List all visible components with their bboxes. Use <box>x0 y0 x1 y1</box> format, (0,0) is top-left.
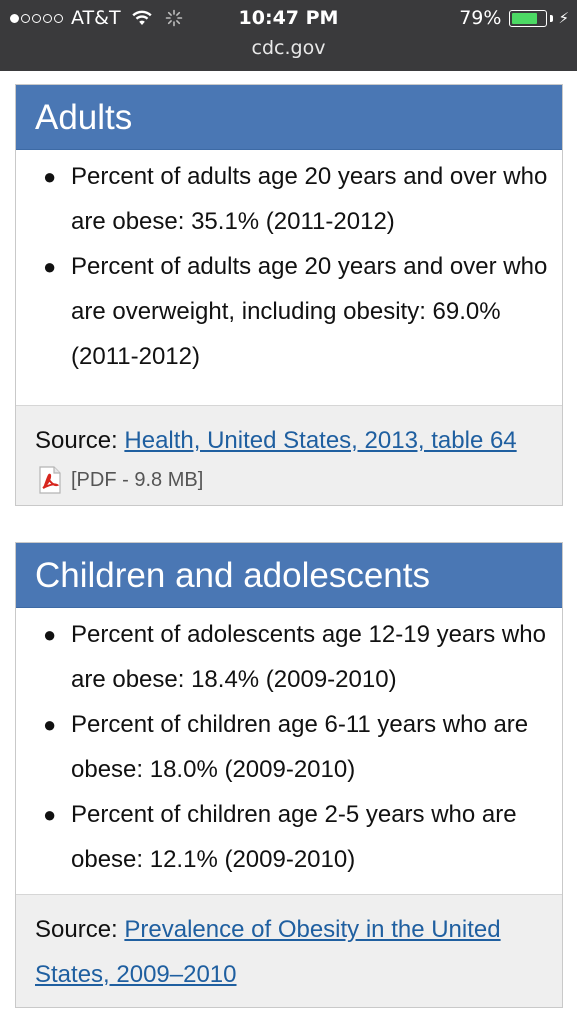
source-label: Source: <box>35 427 125 454</box>
source-label: Source: <box>35 916 125 943</box>
list-item-text: Percent of children age 2-5 years who ar… <box>71 801 517 873</box>
children-source-box: Source: Prevalence of Obesity in the Uni… <box>16 894 562 1007</box>
bullet-icon: ● <box>43 254 57 279</box>
list-item: ● Percent of children age 6-11 years who … <box>16 702 562 792</box>
pdf-info-row: [PDF - 9.8 MB] <box>35 465 543 495</box>
bullet-icon: ● <box>43 164 57 189</box>
source-line: Source: Health, United States, 2013, tab… <box>35 418 543 463</box>
children-stats-list: ● Percent of adolescents age 12-19 years … <box>16 608 562 882</box>
bullet-icon: ● <box>43 802 57 827</box>
list-item-text: Percent of children age 6-11 years who a… <box>71 711 529 783</box>
list-item-text: Percent of adolescents age 12-19 years w… <box>71 621 546 693</box>
adults-card: Adults ● Percent of adults age 20 years a… <box>15 84 563 506</box>
signal-dot <box>21 13 30 23</box>
list-item-text: Percent of adults age 20 years and over … <box>71 163 548 235</box>
battery-percentage: 79% <box>459 7 502 29</box>
clock-time: 10:47 PM <box>238 7 339 29</box>
source-link[interactable]: Prevalence of Obesity in the United Stat… <box>35 916 501 988</box>
address-bar-url[interactable]: cdc.gov <box>251 37 326 59</box>
pdf-icon[interactable] <box>35 465 65 495</box>
signal-dot <box>10 13 19 23</box>
signal-dot <box>43 13 52 23</box>
signal-strength-icon <box>10 13 65 23</box>
signal-dot <box>54 13 63 23</box>
signal-dot <box>32 13 41 23</box>
status-bar: AT&T 10:47 PM 79% <box>0 4 577 34</box>
carrier-name: AT&T <box>71 7 121 29</box>
children-card: Children and adolescents ● Percent of ado… <box>15 542 563 1008</box>
charging-bolt-icon: ⚡ <box>558 9 569 27</box>
status-left: AT&T <box>10 7 183 29</box>
list-item: ● Percent of adolescents age 12-19 years … <box>16 612 562 702</box>
list-item: ● Percent of adults age 20 years and over… <box>16 244 562 379</box>
adults-card-title: Adults <box>16 85 562 150</box>
battery-fill <box>512 12 537 24</box>
battery-tip <box>550 14 554 22</box>
adults-source-box: Source: Health, United States, 2013, tab… <box>16 405 562 505</box>
bullet-icon: ● <box>43 712 57 737</box>
wifi-icon <box>131 10 152 25</box>
list-item: ● Percent of adults age 20 years and over… <box>16 154 562 244</box>
list-item-text: Percent of adults age 20 years and over … <box>71 253 548 370</box>
battery-icon <box>509 9 548 27</box>
children-card-title: Children and adolescents <box>16 543 562 608</box>
status-right: 79% ⚡ <box>459 7 569 29</box>
bullet-icon: ● <box>43 622 57 647</box>
adults-stats-list: ● Percent of adults age 20 years and over… <box>16 150 562 379</box>
browser-top-bar: AT&T 10:47 PM 79% <box>0 0 577 71</box>
source-link[interactable]: Health, United States, 2013, table 64 <box>124 427 517 454</box>
pdf-size-label: [PDF - 9.8 MB] <box>71 469 204 491</box>
list-item: ● Percent of children age 2-5 years who a… <box>16 792 562 882</box>
activity-spinner-icon <box>165 9 182 27</box>
